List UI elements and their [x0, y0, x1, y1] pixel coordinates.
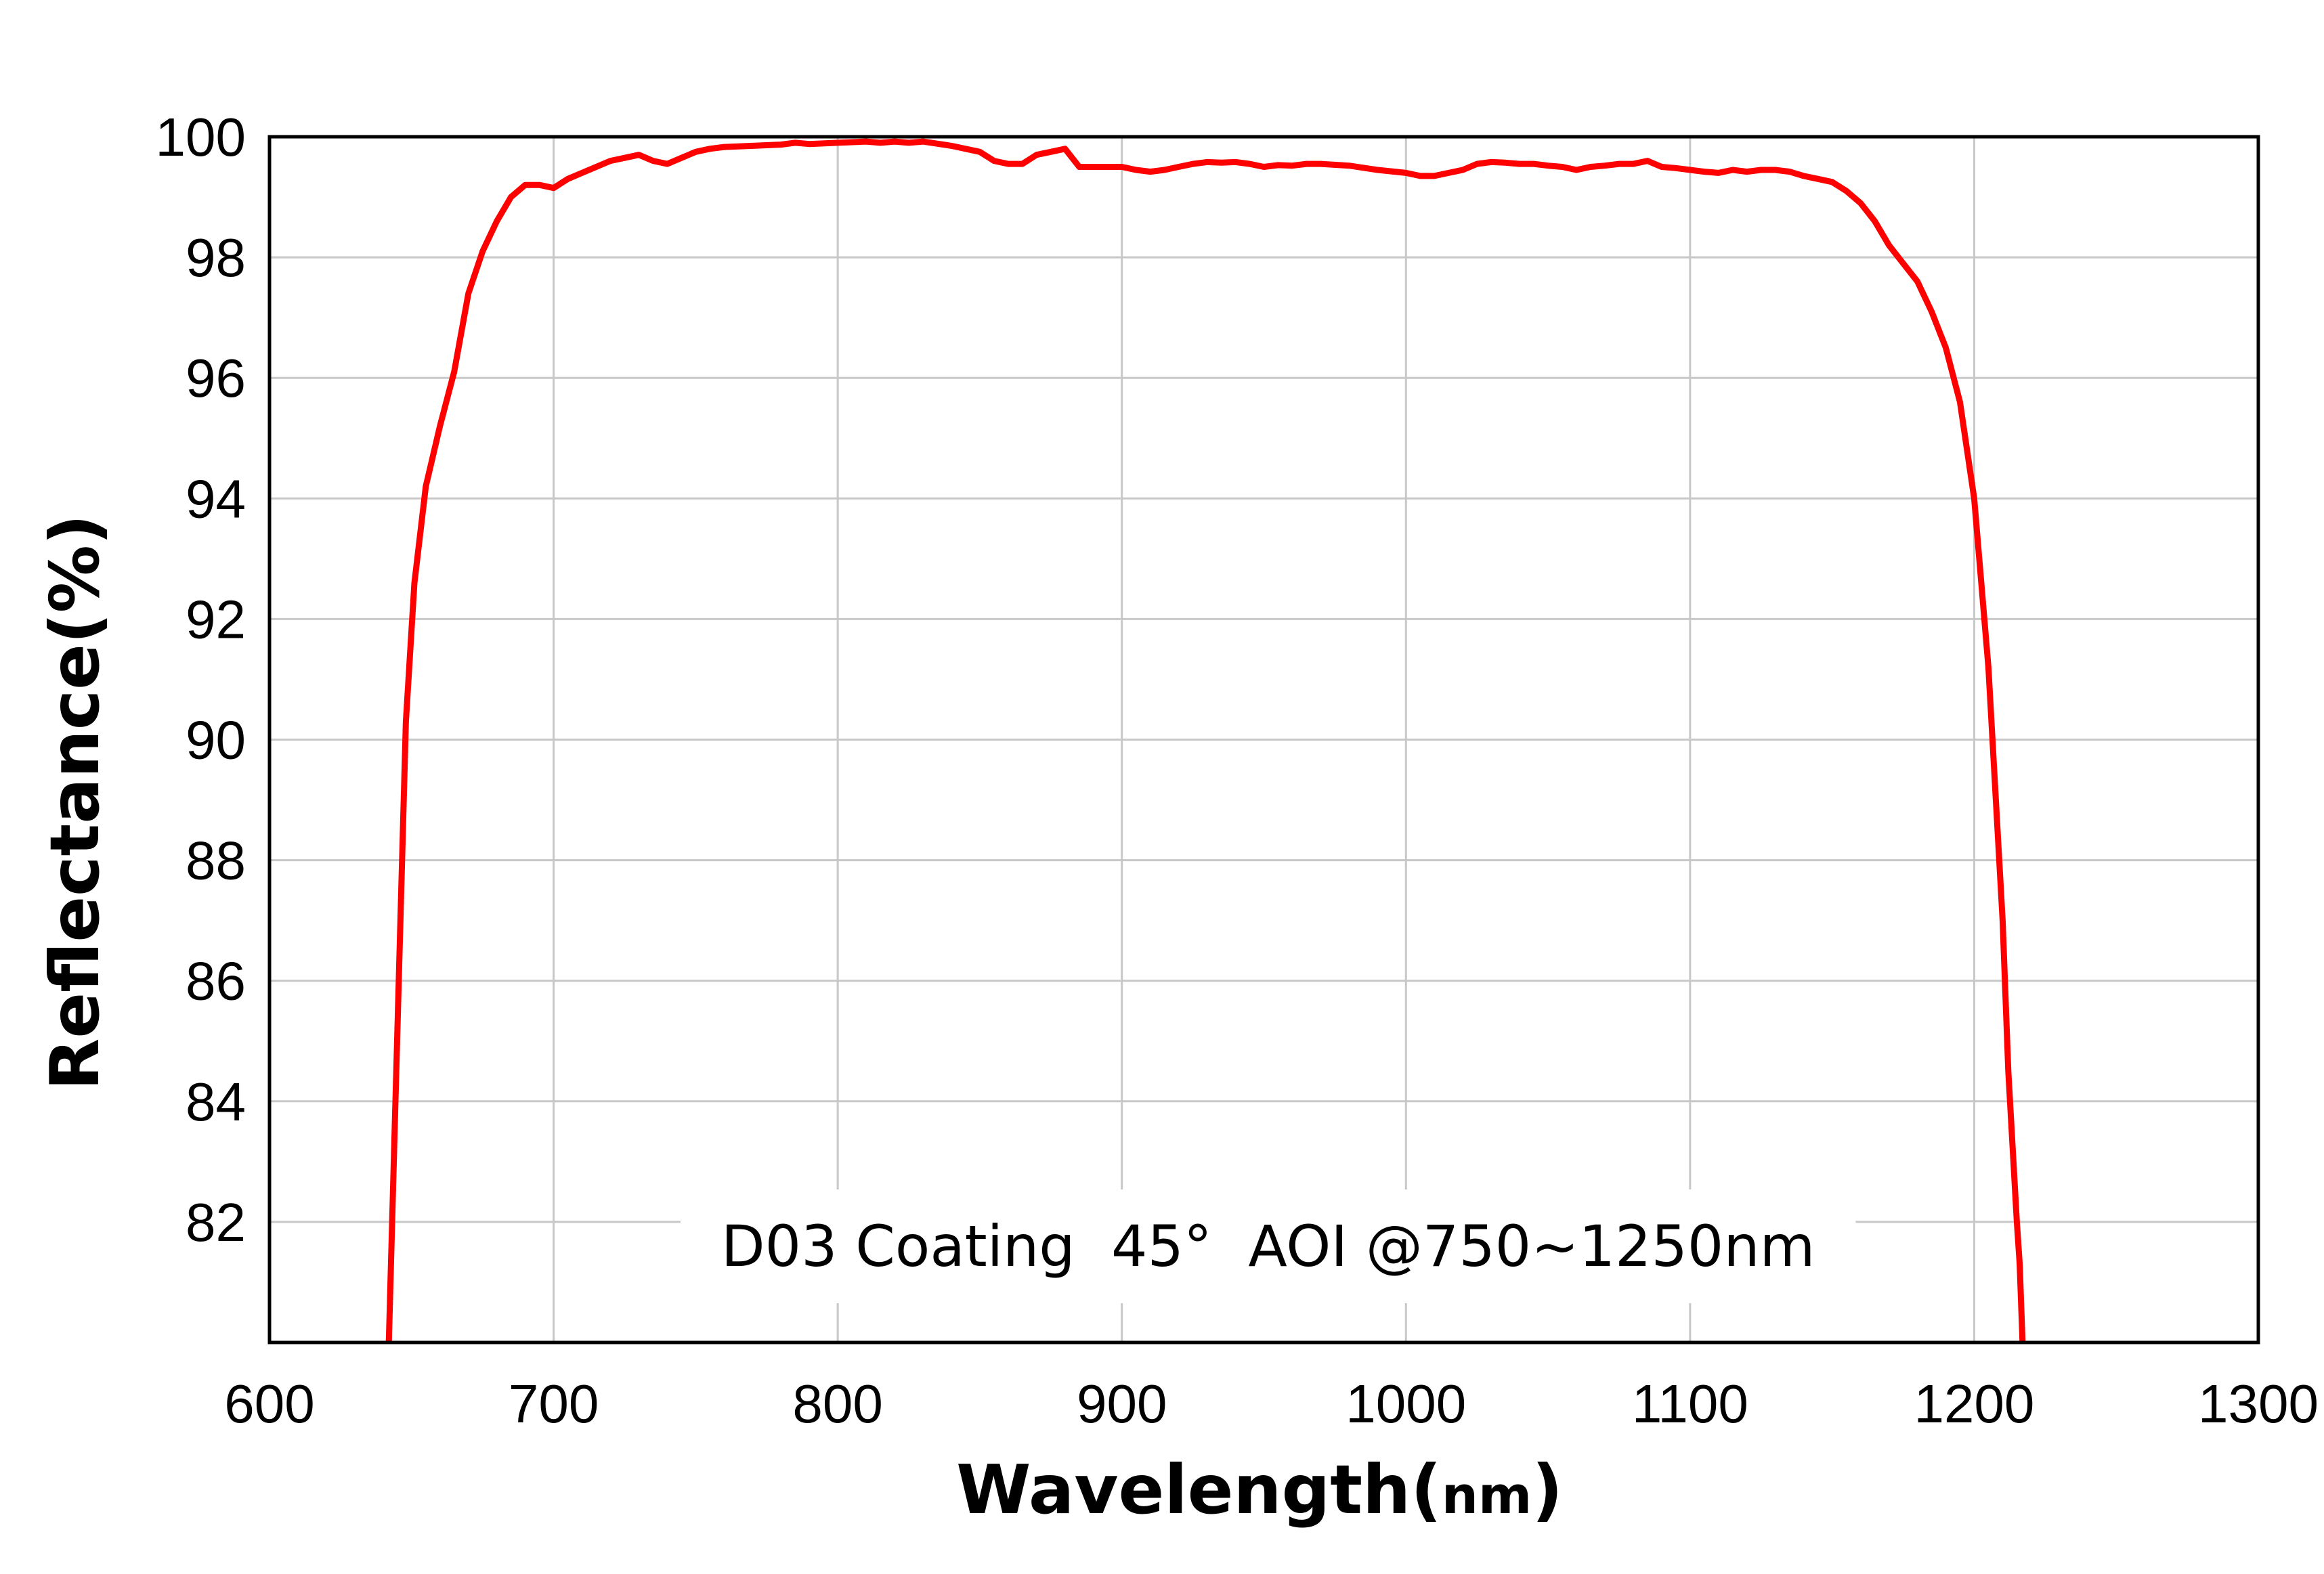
x-tick-label: 1200 — [1914, 1374, 2034, 1434]
x-tick-label: 800 — [792, 1374, 882, 1434]
y-axis-title: Reflectance(%) — [35, 514, 114, 1090]
y-tick-label: 84 — [186, 1072, 246, 1132]
plot-frame — [267, 135, 2260, 1345]
y-tick-label: 98 — [186, 227, 246, 288]
x-axis-title-main: Wavelength( — [956, 1450, 1442, 1529]
y-tick-label: 92 — [186, 589, 246, 649]
y-tick-label: 96 — [186, 348, 246, 408]
x-tick-label: 1100 — [1632, 1374, 1748, 1434]
x-axis-title-close: ) — [1532, 1450, 1563, 1529]
data-series — [385, 138, 2026, 1343]
y-tick-labels: 82 84 86 88 90 92 94 96 98 100 — [156, 107, 246, 1252]
y-tick-label: 90 — [186, 710, 246, 770]
x-tick-label: 1300 — [2198, 1374, 2319, 1434]
y-tick-label: 100 — [156, 107, 246, 167]
coating-annotation: D03 Coating 45° AOI @750~1250nm — [721, 1213, 1815, 1280]
x-tick-label: 900 — [1077, 1374, 1167, 1434]
x-tick-label: 600 — [224, 1374, 314, 1434]
y-tick-label: 88 — [186, 831, 246, 891]
y-tick-label: 94 — [186, 468, 246, 529]
x-tick-label: 1000 — [1346, 1374, 1466, 1434]
annotation-background — [681, 1189, 1856, 1303]
x-axis-title-unit: nm — [1442, 1465, 1532, 1525]
x-tick-labels: 600 700 800 900 1000 1100 1200 1300 — [224, 1374, 2319, 1434]
y-tick-label: 86 — [186, 951, 246, 1011]
y-tick-label: 82 — [186, 1192, 246, 1252]
x-tick-label: 700 — [509, 1374, 599, 1434]
x-axis-title: Wavelength(nm) — [956, 1450, 1563, 1529]
series-line-1 — [385, 138, 2026, 1343]
